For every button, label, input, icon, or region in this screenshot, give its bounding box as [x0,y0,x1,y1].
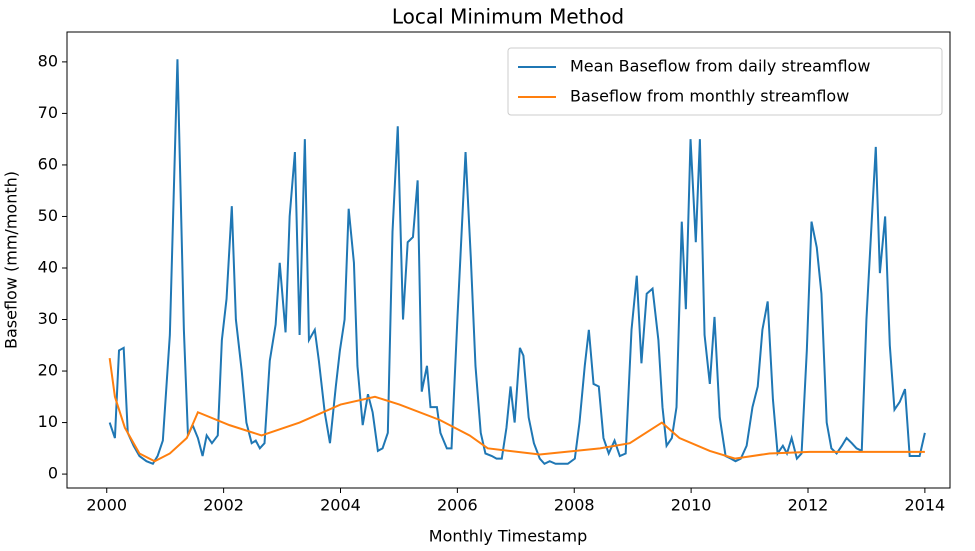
y-tick-label: 80 [38,51,58,70]
y-tick-label: 50 [38,206,58,225]
legend-label: Baseflow from monthly streamflow [570,87,849,106]
y-tick-label: 0 [48,464,58,483]
y-tick-label: 10 [38,412,58,431]
x-axis-label: Monthly Timestamp [429,527,587,546]
x-tick-label: 2010 [671,496,712,515]
y-tick-label: 70 [38,103,58,122]
chart-title: Local Minimum Method [392,5,624,29]
legend-label: Mean Baseflow from daily streamflow [570,57,870,76]
x-tick-label: 2014 [905,496,946,515]
data-line [108,59,926,466]
x-tick-label: 2000 [86,496,127,515]
x-tick-label: 2008 [554,496,595,515]
y-tick-label: 30 [38,309,58,328]
x-tick-label: 2012 [788,496,829,515]
y-tick-label: 20 [38,361,58,380]
x-tick-label: 2006 [437,496,478,515]
y-tick-label: 60 [38,154,58,173]
y-axis-label: Baseflow (mm/month) [2,171,21,349]
x-tick-label: 2002 [203,496,244,515]
data-line [108,358,925,463]
y-tick-label: 40 [38,257,58,276]
x-tick-label: 2004 [320,496,361,515]
plot-frame [66,31,951,489]
legend-box [507,47,943,116]
